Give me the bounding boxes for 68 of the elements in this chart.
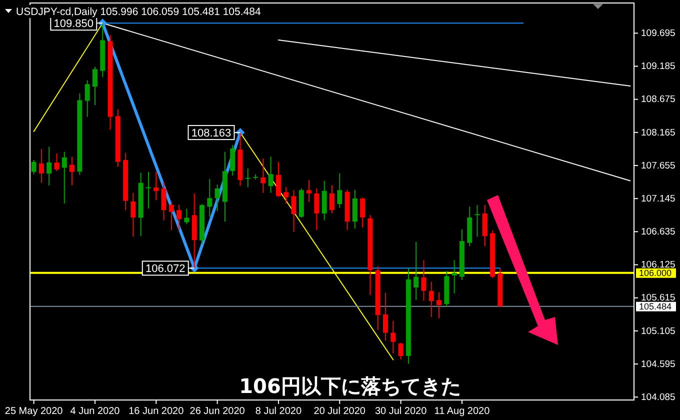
candlestick (284, 186, 289, 204)
candlestick (352, 189, 358, 229)
candlestick (436, 292, 442, 319)
y-tick-label: 104.085 (641, 392, 676, 403)
candlestick (214, 184, 220, 212)
candlestick (38, 148, 44, 184)
candlestick (130, 192, 136, 238)
x-tick-label: 16 Jun 2020 (128, 406, 184, 417)
candlestick (474, 204, 480, 238)
candlestick (260, 158, 266, 194)
candlestick (452, 260, 457, 294)
y-tick-label: 107.145 (641, 193, 676, 204)
candlestick (62, 151, 67, 204)
candlestick (414, 241, 419, 301)
candlestick (337, 172, 342, 208)
x-tick-label: 20 Jul 2020 (314, 406, 366, 417)
y-tick-label: 104.595 (641, 358, 676, 370)
candlestick (230, 144, 236, 176)
y-tick-label: 107.655 (641, 160, 676, 172)
x-tick-label: 26 Jun 2020 (190, 406, 246, 417)
candlestick (314, 188, 320, 231)
y-tick-label: 105.615 (641, 292, 676, 304)
candlestick (245, 168, 250, 188)
x-tick-label: 11 Aug 2020 (434, 406, 490, 417)
candlestick (176, 204, 182, 231)
candlestick (330, 184, 334, 214)
candlestick (92, 66, 98, 106)
x-tick-label: 4 Jun 2020 (70, 406, 120, 417)
candlestick (360, 197, 366, 228)
candlestick (291, 190, 296, 232)
y-tick-label: 109.695 (641, 28, 676, 40)
y-tick-label: 108.675 (641, 94, 676, 106)
candlestick (482, 204, 488, 247)
candlestick (322, 180, 327, 221)
x-tick-label: 25 May 2020 (4, 406, 64, 417)
candlestick (421, 260, 426, 302)
candlestick (84, 80, 90, 118)
x-tick-label: 8 Jul 2020 (255, 406, 302, 417)
candlestick (146, 171, 152, 209)
annotation: 106.072 (145, 263, 186, 276)
candlestick (161, 182, 166, 221)
ref-line-label: 106.000 (639, 268, 672, 278)
candlestick (398, 342, 404, 360)
y-tick-label: 108.165 (641, 127, 676, 138)
candlestick (428, 281, 434, 318)
candlestick (306, 180, 312, 202)
annotation: 109.850 (54, 18, 94, 30)
y-tick-label: 109.185 (641, 61, 676, 72)
candlestick (46, 146, 52, 186)
candlestick (154, 171, 159, 201)
candlestick (70, 156, 75, 186)
y-tick-label: 106.125 (641, 260, 676, 271)
annotation: 108.163 (191, 127, 232, 140)
candlestick (383, 292, 388, 342)
candlestick (276, 161, 281, 198)
candlestick (390, 320, 396, 354)
ref-line-label: 105.484 (639, 301, 672, 312)
y-tick-label: 106.635 (641, 226, 676, 238)
candlestick (31, 159, 36, 175)
chart-title: USDJPY-cd,Daily 105.996 106.059 105.481 105.484 (16, 6, 261, 18)
candlestick (54, 152, 60, 172)
x-tick-label: 30 Jul 2020 (374, 406, 428, 417)
candlestick (168, 201, 174, 231)
y-tick-label: 105.105 (641, 326, 676, 337)
candlestick (207, 178, 212, 218)
candlestick (184, 208, 190, 225)
annotation: 106円以下に落ちてきた (239, 374, 461, 398)
candlestick (268, 156, 274, 194)
